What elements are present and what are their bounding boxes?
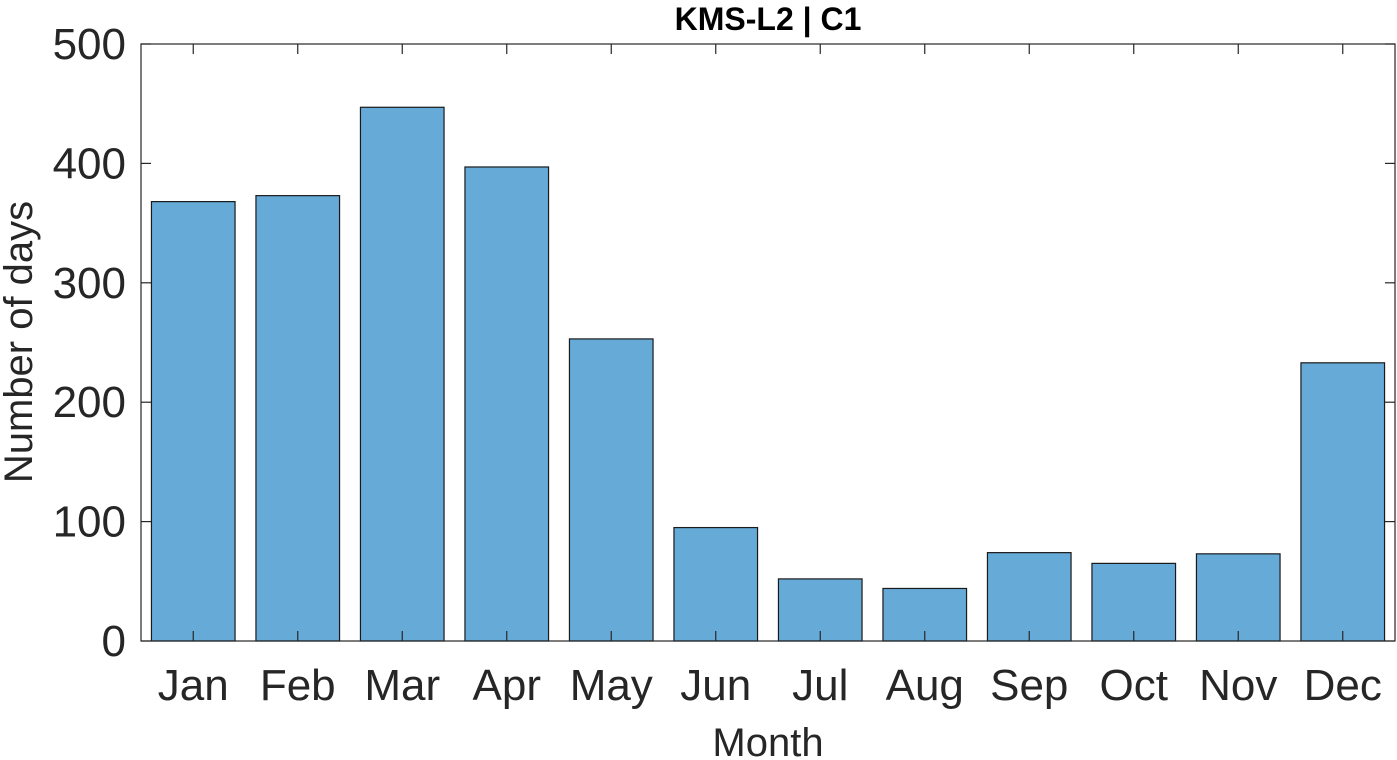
x-tick-label-jun: Jun bbox=[680, 661, 751, 710]
y-tick-label-500: 500 bbox=[53, 20, 126, 69]
y-tick-label-200: 200 bbox=[53, 378, 126, 427]
x-tick-label-nov: Nov bbox=[1199, 661, 1277, 710]
x-tick-label-dec: Dec bbox=[1304, 661, 1382, 710]
x-tick-label-jul: Jul bbox=[792, 661, 848, 710]
x-tick-label-jan: Jan bbox=[158, 661, 229, 710]
x-tick-label-aug: Aug bbox=[886, 661, 964, 710]
x-tick-label-apr: Apr bbox=[473, 661, 541, 710]
bar-jul bbox=[777, 578, 863, 642]
y-tick-label-100: 100 bbox=[53, 498, 126, 547]
x-tick-label-may: May bbox=[570, 661, 653, 710]
bar-mar bbox=[359, 106, 445, 642]
x-tick-label-oct: Oct bbox=[1100, 661, 1168, 710]
bar-nov bbox=[1195, 553, 1281, 642]
bar-oct bbox=[1091, 562, 1177, 642]
bar-jan bbox=[150, 201, 236, 642]
y-tick-label-0: 0 bbox=[102, 617, 126, 666]
bars-group bbox=[150, 106, 1386, 642]
x-tick-label-feb: Feb bbox=[260, 661, 336, 710]
bar-dec bbox=[1300, 362, 1386, 642]
chart-title: KMS-L2 | C1 bbox=[675, 1, 862, 37]
y-tick-labels: 0 100 200 300 400 500 bbox=[53, 20, 126, 666]
y-tick-label-400: 400 bbox=[53, 139, 126, 188]
y-tick-label-300: 300 bbox=[53, 259, 126, 308]
bar-jun bbox=[673, 526, 759, 642]
bar-sep bbox=[986, 552, 1072, 642]
bar-may bbox=[568, 338, 654, 642]
y-axis-label: Number of days bbox=[0, 201, 41, 483]
x-tick-label-mar: Mar bbox=[364, 661, 440, 710]
x-axis-label: Month bbox=[712, 721, 823, 760]
bar-feb bbox=[255, 195, 341, 642]
ticks-group bbox=[141, 43, 1395, 642]
x-tick-label-sep: Sep bbox=[990, 661, 1068, 710]
x-tick-labels: Jan Feb Mar Apr May Jun Jul Aug Sep Oct Nov Dec bbox=[158, 661, 1382, 710]
bar-apr bbox=[464, 166, 550, 642]
plot-area-frame bbox=[140, 43, 1396, 642]
